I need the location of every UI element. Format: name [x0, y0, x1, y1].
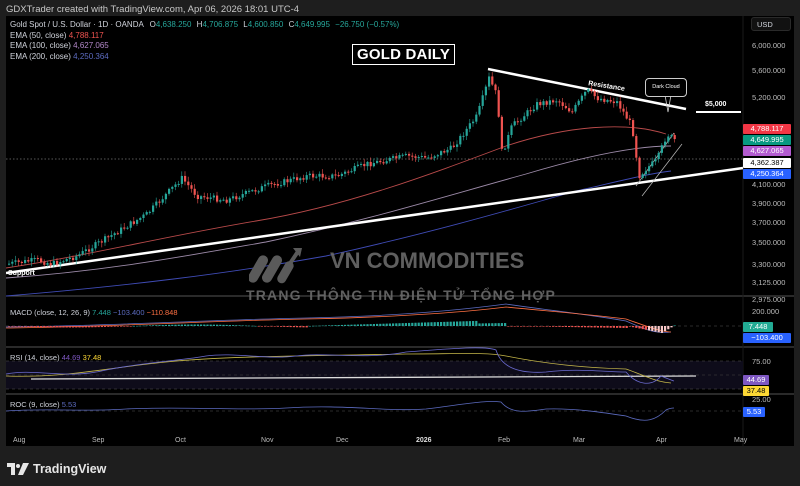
price-axis-label: 3,900.000 [752, 199, 786, 208]
rsi-ma-tag: 37.48 [743, 386, 769, 396]
rsi-value-tag: 44.69 [743, 375, 769, 385]
dotted-line-price-tag: 4,362.387 [743, 158, 791, 168]
change-value: −26.750 (−0.57%) [335, 20, 400, 29]
roc-value-tag: 5.53 [743, 407, 765, 417]
currency-button[interactable]: USD [751, 17, 791, 31]
candles [8, 72, 676, 269]
level-5000-label: $5,000 [705, 101, 727, 108]
price-axis-label: 5,600.000 [752, 66, 786, 75]
low-value: 4,600.850 [247, 20, 284, 29]
time-axis-label: Feb [498, 437, 511, 444]
roc-legend[interactable]: ROC (9, close) 5.53 [10, 400, 77, 409]
close-value: 4,649.995 [294, 20, 330, 29]
macd-line-tag: −103.400 [743, 333, 791, 343]
support-label: Support [8, 270, 35, 277]
time-axis-label: 2026 [416, 437, 432, 444]
time-axis-label: Sep [92, 437, 105, 444]
symbol-name: Gold Spot / U.S. Dollar · 1D · OANDA [10, 20, 144, 29]
watermark-logo-icon [249, 248, 302, 284]
rsi-axis-label: 25.00 [752, 395, 771, 404]
chart-canvas[interactable] [6, 16, 794, 446]
price-axis-label: 3,700.000 [752, 218, 786, 227]
price-axis-label: 3,500.000 [752, 238, 786, 247]
time-axis-label: Apr [656, 437, 667, 444]
time-axis-label: May [734, 437, 748, 444]
price-axis-label: 4,100.000 [752, 180, 786, 189]
ema50-row[interactable]: EMA (50, close) 4,788.117 [10, 30, 104, 40]
open-value: 4,638.250 [155, 20, 192, 29]
ema100-price-tag: 4,627.065 [743, 146, 791, 156]
time-axis-label: Nov [261, 437, 274, 444]
ema50-price-tag: 4,788.117 [743, 124, 791, 134]
chart-credit: GDXTrader created with TradingView.com, … [6, 4, 300, 15]
tradingview-brand: TradingView [33, 462, 107, 476]
tradingview-logo-icon [7, 463, 29, 475]
time-axis-label: Aug [13, 437, 26, 444]
watermark-tagline: TRANG THÔNG TIN ĐIỆN TỬ TỔNG HỢP [246, 287, 557, 303]
rsi-legend[interactable]: RSI (14, close) 44.69 37.48 [10, 353, 102, 362]
price-axis-label: 3,125.000 [752, 278, 786, 287]
ema200-row[interactable]: EMA (200, close) 4,250.364 [10, 51, 109, 61]
watermark-brand: VN COMMODITIES [330, 248, 525, 273]
macd-hist-tag: 7.448 [743, 322, 773, 332]
rsi-axis-label: 75.00 [752, 357, 771, 366]
time-axis-label: Mar [573, 437, 586, 444]
price-axis-label: 6,000.000 [752, 41, 786, 50]
price-axis-label: 3,300.000 [752, 260, 786, 269]
last-price-tag: 4,649.995 [743, 135, 791, 145]
macd-legend[interactable]: MACD (close, 12, 26, 9) 7.448 −103.400 −… [10, 308, 178, 317]
tradingview-logo[interactable]: TradingView [7, 462, 106, 476]
price-axis-label: 2,975.000 [752, 295, 786, 304]
high-value: 4,706.875 [202, 20, 239, 29]
chart-title: GOLD DAILY [352, 44, 456, 65]
ema200-price-tag: 4,250.364 [743, 169, 791, 179]
symbol-row[interactable]: Gold Spot / U.S. Dollar · 1D · OANDA O4,… [10, 20, 400, 29]
dark-cloud-callout: Dark Cloud [645, 78, 687, 97]
macd-axis-label: 200.000 [752, 307, 780, 316]
time-axis-label: Oct [175, 437, 186, 444]
chart-legend: Gold Spot / U.S. Dollar · 1D · OANDA O4,… [10, 20, 399, 62]
time-axis-label: Dec [336, 437, 349, 444]
ema100-row[interactable]: EMA (100, close) 4,627.065 [10, 41, 109, 50]
price-axis-label: 5,200.000 [752, 93, 786, 102]
